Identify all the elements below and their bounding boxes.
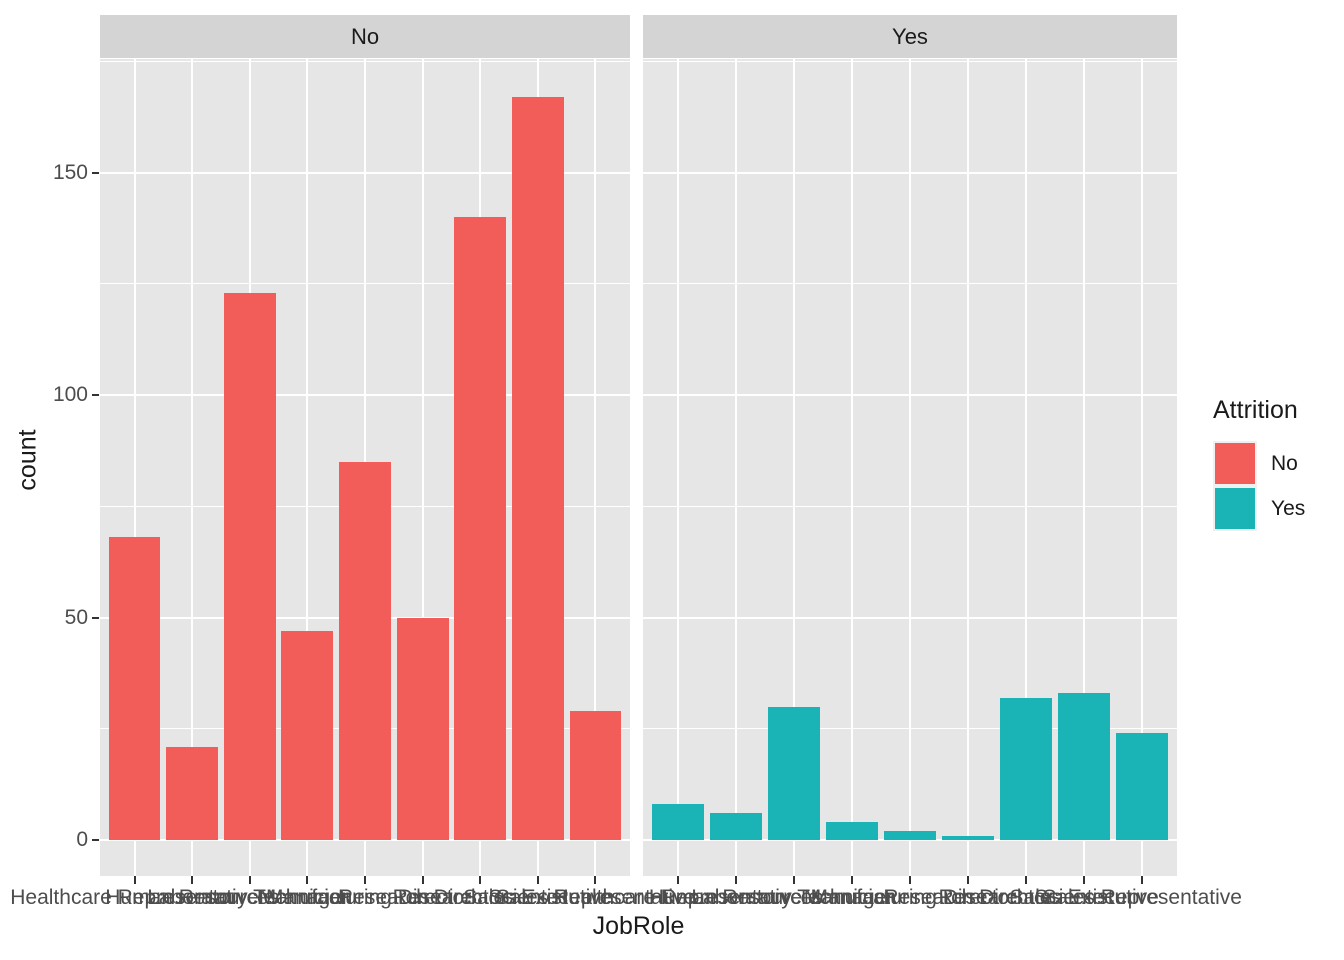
y-tick-label: 50 [64,605,88,629]
grid-major-v [967,59,970,876]
facet-strip: Yes [643,15,1177,58]
bar [569,710,622,840]
y-tick [92,171,99,174]
grid-major-v [676,59,679,876]
y-tick [92,839,99,841]
bar [767,706,821,840]
x-tick-label: Sales Representative [1042,886,1242,909]
x-tick [306,876,309,884]
x-tick-label: Manager [265,886,349,909]
x-tick-label: Sales Executive [1009,886,1159,909]
x-tick [1083,876,1086,884]
bar [166,746,219,840]
bar [281,630,334,840]
y-tick-label: 0 [76,828,88,851]
facet-panel [100,59,630,876]
bar [941,835,995,840]
legend: Attrition No Yes [1213,396,1305,531]
grid-major-v [191,59,194,876]
x-tick-label: Manager [810,886,894,909]
bar [1058,693,1111,840]
x-tick-label: Human Resources [105,886,280,909]
x-tick [421,876,424,884]
x-tick-label: Manufacturing Director [258,886,472,909]
bar [825,822,879,840]
x-tick-label: Healthcare Representative [553,886,803,909]
x-tick-label: Healthcare Representative [10,886,259,909]
grid-major-v [850,59,853,876]
x-tick-label: Research Scientist [392,886,568,909]
legend-entry: No [1213,441,1305,486]
bar [999,697,1053,840]
legend-label: No [1271,451,1298,475]
x-tick [536,876,539,884]
bar [454,217,507,840]
x-tick [850,876,853,884]
y-tick [92,394,99,396]
x-tick-label: Laboratory Technician [691,886,897,909]
x-tick [133,876,136,884]
legend-entry: Yes [1213,486,1305,531]
bar [396,617,449,840]
facet-strip: No [100,15,630,58]
y-tick [92,616,99,619]
bar [883,831,937,840]
y-axis-title: count [13,429,42,491]
x-tick [792,876,795,884]
x-tick [1025,876,1028,884]
x-tick-label: Research Scientist [938,886,1114,909]
x-tick-label: Research Director [337,886,508,909]
grid-major-v [594,59,597,876]
legend-key [1213,486,1257,531]
grid-major-v [1083,59,1086,876]
x-tick-label: Sales Executive [463,886,613,909]
x-tick [734,876,737,884]
x-tick [479,876,482,884]
x-tick-label: Human Resources [648,886,823,909]
legend-label: Yes [1271,496,1306,520]
x-tick [676,876,679,884]
legend-key [1213,441,1257,486]
bar [1116,733,1169,840]
x-tick [967,876,970,884]
bar [709,813,762,840]
grid-major-v [1141,59,1144,876]
x-tick-label: Research Director [883,886,1053,909]
x-tick [364,876,366,884]
x-axis-title: JobRole [592,912,685,940]
grid-major-v [734,59,737,876]
grid-major-v [909,59,911,876]
grid-major-v [306,59,309,876]
grid-major-v [1025,59,1028,876]
bar [339,461,391,840]
y-tick-label: 150 [52,160,88,184]
facet-panel [643,59,1177,876]
x-tick-label: Manufacturing Director [803,886,1017,909]
x-tick-label: Sales Representative [495,886,696,909]
grid-major-v [792,59,795,876]
x-tick [191,876,194,884]
grid-major-v [421,59,424,876]
x-tick [248,876,251,884]
y-tick-label: 100 [52,383,88,406]
bar [651,804,704,840]
x-tick-label: Laboratory Technician [147,886,353,909]
bar [108,537,161,840]
legend-title: Attrition [1213,396,1298,424]
bar [223,292,276,840]
bar [511,96,564,840]
x-tick [1141,876,1144,884]
x-tick [909,876,911,884]
grid-major-v [133,59,136,876]
x-tick [594,876,597,884]
